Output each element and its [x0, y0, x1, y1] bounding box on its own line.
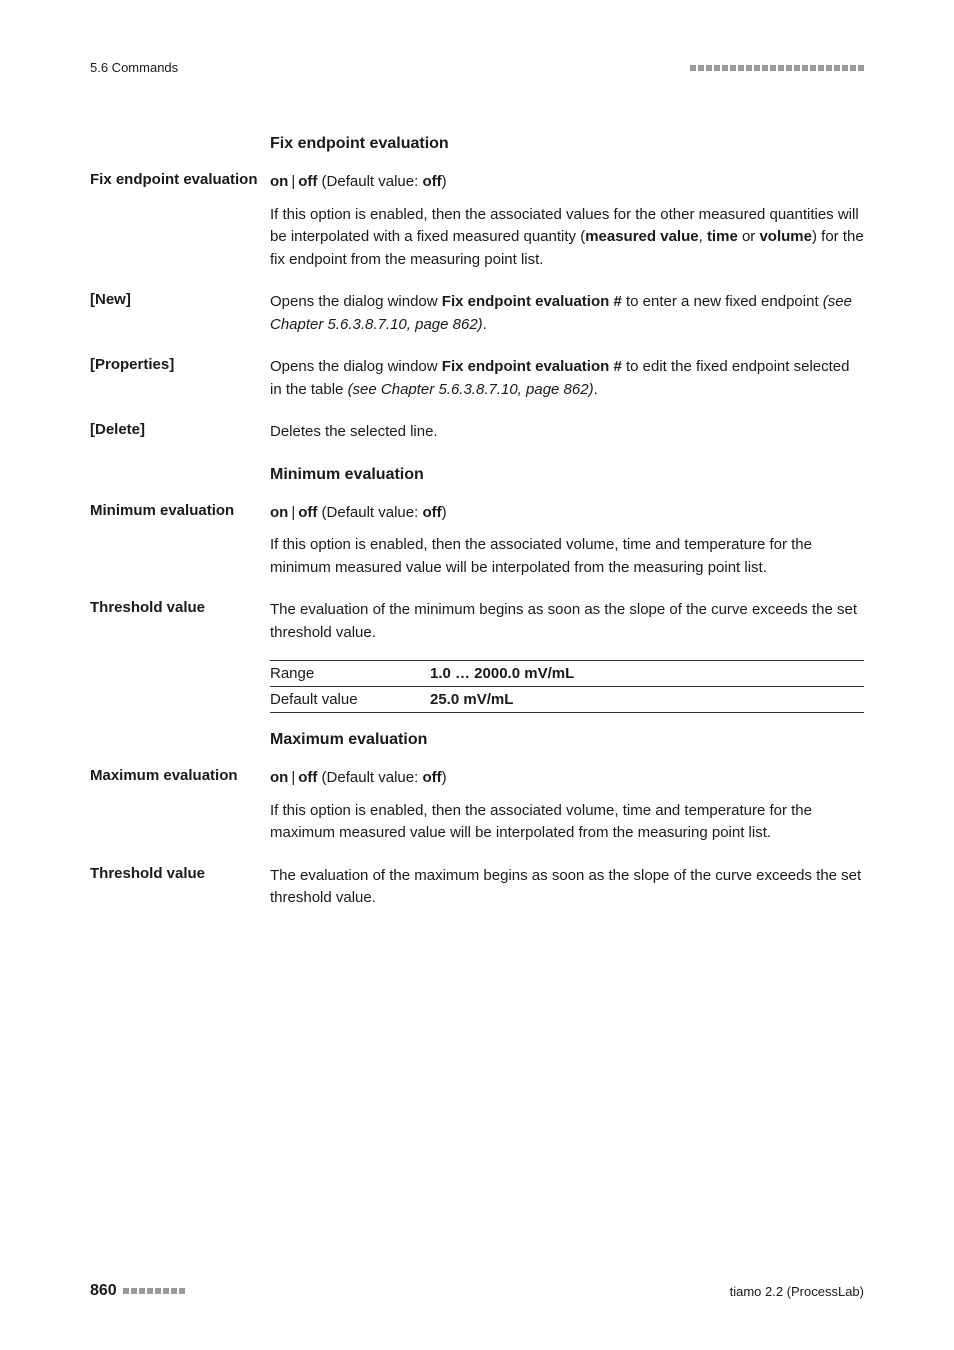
term-label-max-threshold: Threshold value [90, 865, 270, 920]
term-body-fix-endpoint: on|off (Default value: off) If this opti… [270, 171, 864, 281]
fix-endpoint-desc: If this option is enabled, then the asso… [270, 204, 864, 272]
page-header: 5.6 Commands [90, 60, 864, 75]
default-suffix: ) [442, 504, 447, 521]
opt-off: off [298, 504, 317, 521]
range-line: Range 1.0 … 2000.0 mV/mL [270, 660, 864, 686]
term-fix-endpoint: Fix endpoint evaluation on|off (Default … [90, 171, 864, 281]
new-desc: Opens the dialog window Fix endpoint eva… [270, 291, 864, 336]
term-body-new: Opens the dialog window Fix endpoint eva… [270, 291, 864, 346]
term-label-min-eval: Minimum evaluation [90, 502, 270, 590]
term-label-fix-endpoint: Fix endpoint evaluation [90, 171, 270, 281]
default-val: off [422, 769, 441, 786]
default-value: 25.0 mV/mL [430, 691, 513, 708]
default-prefix: (Default value: [317, 769, 422, 786]
default-prefix: (Default value: [317, 504, 422, 521]
default-suffix: ) [442, 173, 447, 190]
max-eval-onoff: on|off (Default value: off) [270, 767, 864, 790]
props-end: . [594, 381, 598, 398]
opt-on: on [270, 504, 288, 521]
term-properties: [Properties] Opens the dialog window Fix… [90, 356, 864, 411]
footer-deco-squares [123, 1288, 185, 1294]
term-min-threshold: Threshold value The evaluation of the mi… [90, 599, 864, 654]
term-body-max-eval: on|off (Default value: off) If this opti… [270, 767, 864, 855]
range-value: 1.0 … 2000.0 mV/mL [430, 665, 574, 682]
term-max-eval: Maximum evaluation on|off (Default value… [90, 767, 864, 855]
desc-bold1: measured value [585, 228, 698, 245]
term-max-threshold: Threshold value The evaluation of the ma… [90, 865, 864, 920]
max-eval-desc: If this option is enabled, then the asso… [270, 800, 864, 845]
term-label-new: [New] [90, 291, 270, 346]
desc-mid2: or [738, 228, 760, 245]
default-suffix: ) [442, 769, 447, 786]
header-deco-squares [690, 65, 864, 71]
term-body-min-threshold: The evaluation of the minimum begins as … [270, 599, 864, 654]
props-bold: Fix endpoint evaluation # [442, 358, 622, 375]
fix-endpoint-onoff: on|off (Default value: off) [270, 171, 864, 194]
term-body-properties: Opens the dialog window Fix endpoint eva… [270, 356, 864, 411]
page-number: 860 [90, 1282, 117, 1300]
term-body-max-threshold: The evaluation of the maximum begins as … [270, 865, 864, 920]
footer-product: tiamo 2.2 (ProcessLab) [730, 1284, 864, 1299]
props-ref: (see Chapter 5.6.3.8.7.10, page 862) [348, 381, 594, 398]
term-label-min-threshold: Threshold value [90, 599, 270, 654]
desc-bold2: time [707, 228, 738, 245]
section-heading-fix-endpoint: Fix endpoint evaluation [270, 135, 864, 153]
page-footer: 860 tiamo 2.2 (ProcessLab) [90, 1282, 864, 1300]
range-label: Range [270, 665, 430, 682]
min-threshold-range-block: Range 1.0 … 2000.0 mV/mL Default value 2… [270, 660, 864, 713]
default-val: off [422, 173, 441, 190]
min-eval-desc: If this option is enabled, then the asso… [270, 534, 864, 579]
term-label-max-eval: Maximum evaluation [90, 767, 270, 855]
desc-mid1: , [699, 228, 707, 245]
opt-off: off [298, 769, 317, 786]
term-min-eval: Minimum evaluation on|off (Default value… [90, 502, 864, 590]
opt-on: on [270, 173, 288, 190]
opt-off: off [298, 173, 317, 190]
term-body-min-eval: on|off (Default value: off) If this opti… [270, 502, 864, 590]
footer-left: 860 [90, 1282, 185, 1300]
term-new: [New] Opens the dialog window Fix endpoi… [90, 291, 864, 346]
default-prefix: (Default value: [317, 173, 422, 190]
default-val: off [422, 504, 441, 521]
header-section-ref: 5.6 Commands [90, 60, 178, 75]
new-bold: Fix endpoint evaluation # [442, 293, 622, 310]
section-heading-min-eval: Minimum evaluation [270, 466, 864, 484]
opt-on: on [270, 769, 288, 786]
props-pre: Opens the dialog window [270, 358, 442, 375]
new-pre: Opens the dialog window [270, 293, 442, 310]
props-desc: Opens the dialog window Fix endpoint eva… [270, 356, 864, 401]
delete-desc: Deletes the selected line. [270, 421, 864, 444]
section-heading-max-eval: Maximum evaluation [270, 731, 864, 749]
min-eval-onoff: on|off (Default value: off) [270, 502, 864, 525]
new-post: to enter a new fixed endpoint [622, 293, 823, 310]
term-label-delete: [Delete] [90, 421, 270, 454]
term-body-delete: Deletes the selected line. [270, 421, 864, 454]
new-end: . [483, 316, 487, 333]
default-label: Default value [270, 691, 430, 708]
term-delete: [Delete] Deletes the selected line. [90, 421, 864, 454]
min-threshold-desc: The evaluation of the minimum begins as … [270, 599, 864, 644]
range-line: Default value 25.0 mV/mL [270, 686, 864, 713]
max-threshold-desc: The evaluation of the maximum begins as … [270, 865, 864, 910]
desc-bold3: volume [759, 228, 812, 245]
term-label-properties: [Properties] [90, 356, 270, 411]
